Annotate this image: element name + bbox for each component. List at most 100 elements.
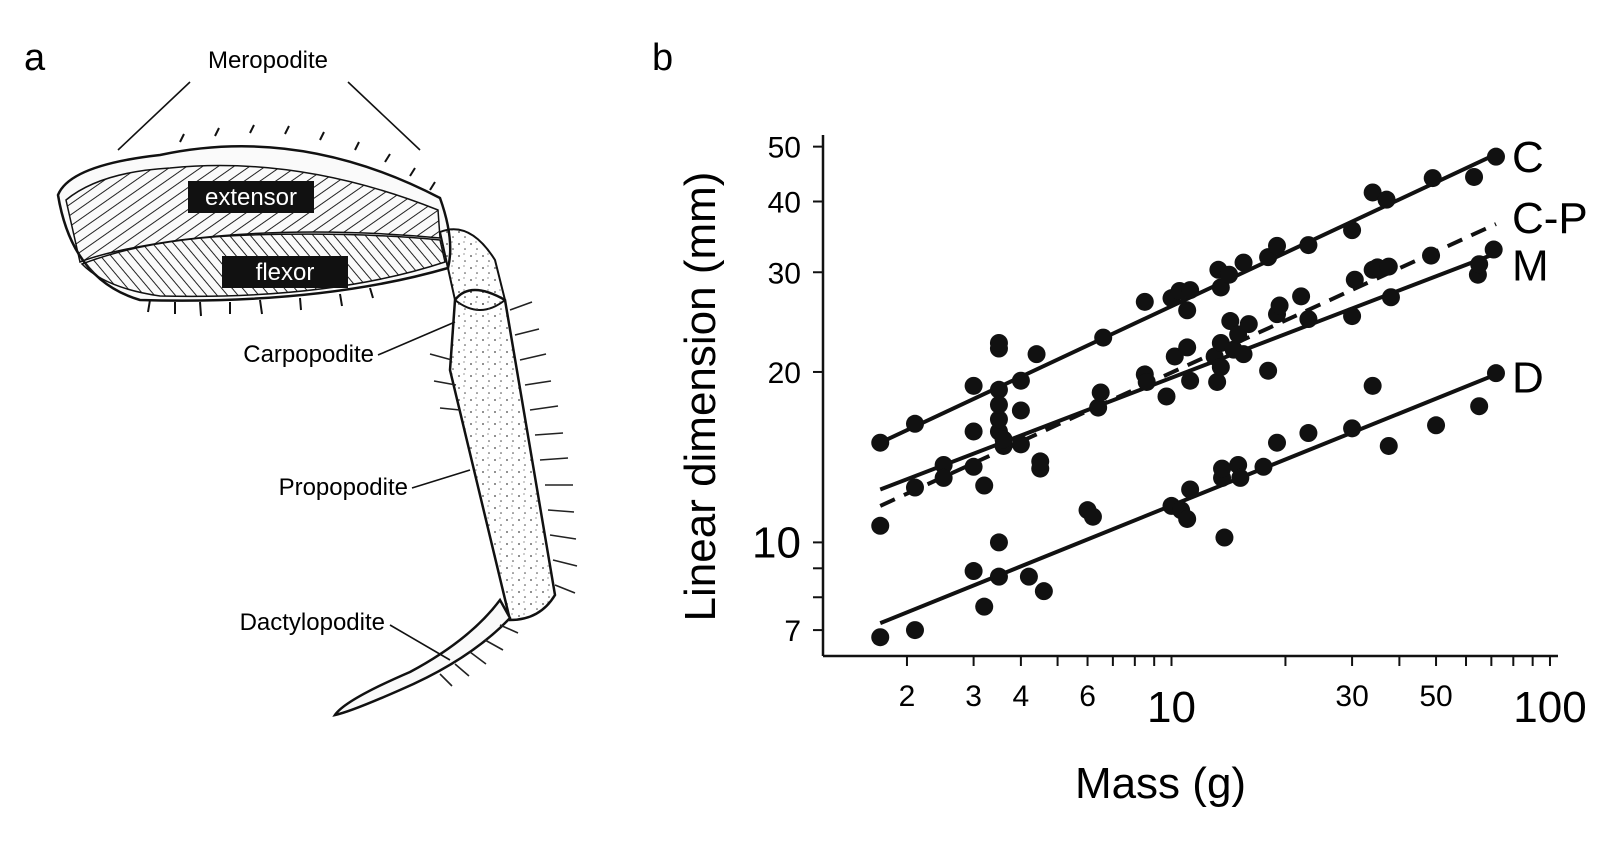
data-point-c bbox=[1178, 301, 1197, 320]
x-tick-label: 10 bbox=[1147, 683, 1196, 732]
data-point-d bbox=[905, 621, 924, 640]
data-point-m bbox=[1165, 347, 1184, 366]
meropodite-label: Meropodite bbox=[208, 47, 328, 74]
data-point-m bbox=[1259, 361, 1278, 380]
data-point-m bbox=[1470, 255, 1489, 274]
data-point-m bbox=[1031, 452, 1050, 471]
data-point-d bbox=[1486, 364, 1505, 383]
meropodite-ventral-spines bbox=[147, 287, 374, 317]
data-point-m bbox=[1221, 312, 1240, 331]
data-point-d bbox=[1019, 567, 1038, 586]
extensor-label: extensor bbox=[205, 184, 297, 211]
dactylopodite-setae bbox=[439, 624, 519, 687]
data-point-d bbox=[1034, 582, 1053, 601]
data-point-d bbox=[871, 628, 890, 647]
data-point-d bbox=[1470, 397, 1489, 416]
data-point-m bbox=[1381, 288, 1400, 307]
data-point-m bbox=[964, 457, 983, 476]
data-point-m bbox=[1089, 398, 1108, 417]
data-point-d bbox=[989, 533, 1008, 552]
y-tick-label: 40 bbox=[768, 187, 801, 220]
series-label-c-p: C-P bbox=[1512, 194, 1588, 243]
x-tick-label: 50 bbox=[1419, 680, 1452, 713]
carpopodite-label: Carpopodite bbox=[243, 341, 374, 368]
data-point-m bbox=[1178, 338, 1197, 357]
series-label-d: D bbox=[1512, 353, 1544, 402]
propopodite-label: Propopodite bbox=[279, 474, 408, 501]
panel-b-letter: b bbox=[652, 37, 673, 79]
data-points bbox=[871, 147, 1505, 647]
series-label-m: M bbox=[1512, 241, 1549, 290]
data-point-c bbox=[905, 414, 924, 433]
data-point-c bbox=[964, 376, 983, 395]
flexor-label-box bbox=[222, 256, 348, 288]
y-axis-ticks: 7 10 20 30 40 50 bbox=[752, 132, 823, 648]
data-point-c bbox=[989, 333, 1008, 352]
series-label-c: C bbox=[1512, 133, 1544, 182]
propopodite-segment bbox=[448, 288, 557, 622]
data-point-m bbox=[1211, 358, 1230, 377]
data-point-m bbox=[1011, 401, 1030, 420]
propopodite-leader bbox=[411, 469, 471, 489]
data-point-c bbox=[1011, 371, 1030, 390]
data-point-m bbox=[1157, 387, 1176, 406]
data-point-c bbox=[1268, 236, 1287, 255]
data-point-m bbox=[1137, 372, 1156, 391]
y-tick-label: 50 bbox=[768, 132, 801, 165]
data-point-m bbox=[1239, 315, 1258, 334]
extensor-label-box bbox=[188, 181, 314, 213]
data-point-c bbox=[1211, 278, 1230, 297]
x-tick-label: 2 bbox=[899, 680, 916, 713]
data-point-d bbox=[1379, 436, 1398, 455]
meropodite-leader-left bbox=[117, 81, 191, 151]
panel-a-letter: a bbox=[24, 37, 46, 79]
data-point-m bbox=[1011, 435, 1030, 454]
data-point-m bbox=[871, 516, 890, 535]
dactylopodite-label: Dactylopodite bbox=[240, 609, 385, 636]
data-point-m bbox=[989, 395, 1008, 414]
data-point-d bbox=[1268, 433, 1287, 452]
data-point-m bbox=[1208, 372, 1227, 391]
data-point-c bbox=[1220, 265, 1239, 284]
data-point-m bbox=[1091, 383, 1110, 402]
data-point-m bbox=[1345, 270, 1364, 289]
data-point-d bbox=[964, 562, 983, 581]
x-tick-label: 3 bbox=[965, 680, 982, 713]
data-point-c bbox=[1423, 169, 1442, 188]
x-tick-label: 30 bbox=[1335, 680, 1368, 713]
y-tick-label: 20 bbox=[768, 357, 801, 390]
data-point-d bbox=[989, 567, 1008, 586]
data-point-c bbox=[1181, 281, 1200, 300]
data-point-d bbox=[1181, 480, 1200, 499]
data-point-m bbox=[1343, 307, 1362, 326]
x-tick-label: 6 bbox=[1079, 680, 1096, 713]
data-point-m bbox=[1379, 257, 1398, 276]
data-point-m bbox=[905, 478, 924, 497]
data-point-c bbox=[1486, 147, 1505, 166]
x-axis-ticks: 2 3 4 6 10 30 50 100 bbox=[899, 656, 1587, 732]
propopodite-setae bbox=[429, 301, 578, 594]
data-point-d bbox=[1254, 457, 1273, 476]
meropodite-leader-right bbox=[347, 81, 421, 151]
y-axis-title: Linear dimension (mm) bbox=[676, 172, 725, 622]
data-point-c bbox=[1094, 328, 1113, 347]
data-point-m bbox=[934, 468, 953, 487]
dactylopodite-leader bbox=[389, 624, 451, 661]
data-point-c bbox=[1027, 345, 1046, 364]
data-point-d bbox=[1215, 528, 1234, 547]
data-point-m bbox=[1422, 246, 1441, 265]
data-point-c bbox=[1377, 190, 1396, 209]
data-point-m bbox=[1083, 507, 1102, 526]
data-point-m bbox=[1181, 371, 1200, 390]
data-point-m bbox=[964, 422, 983, 441]
data-point-c bbox=[871, 433, 890, 452]
data-point-m bbox=[1234, 345, 1253, 364]
data-point-m bbox=[1299, 310, 1318, 329]
data-point-c bbox=[989, 380, 1008, 399]
y-tick-label: 7 bbox=[784, 615, 801, 648]
data-point-d bbox=[1343, 419, 1362, 438]
data-point-m bbox=[975, 476, 994, 495]
carpopodite-leader bbox=[377, 321, 456, 356]
data-point-m bbox=[934, 455, 953, 474]
